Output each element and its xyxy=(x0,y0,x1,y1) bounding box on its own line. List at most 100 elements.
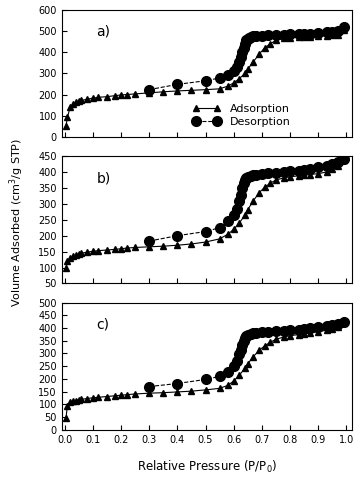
Adsorption xyxy=(90,248,95,254)
Desorption xyxy=(296,327,301,332)
Desorption xyxy=(330,161,335,167)
Adsorption xyxy=(203,87,208,93)
Desorption xyxy=(175,233,179,239)
Adsorption xyxy=(325,327,329,333)
Adsorption xyxy=(113,393,118,398)
Adsorption xyxy=(257,51,261,57)
Adsorption xyxy=(133,244,137,250)
Adsorption xyxy=(274,38,278,43)
Adsorption xyxy=(74,398,78,403)
Adsorption xyxy=(119,92,123,98)
Adsorption xyxy=(79,250,83,256)
Desorption xyxy=(246,332,250,338)
Desorption xyxy=(240,185,244,191)
Text: Volume Adsorbed (cm$^3$/g STP): Volume Adsorbed (cm$^3$/g STP) xyxy=(7,138,26,307)
Desorption xyxy=(203,78,208,84)
Adsorption xyxy=(125,245,129,251)
Adsorption xyxy=(288,333,292,339)
Desorption xyxy=(296,168,301,173)
Adsorption xyxy=(342,157,346,163)
Desorption xyxy=(175,381,179,386)
Adsorption xyxy=(147,390,151,396)
Desorption xyxy=(234,64,239,70)
Desorption xyxy=(282,169,287,175)
Adsorption xyxy=(226,83,230,89)
Adsorption xyxy=(232,227,236,232)
Desorption xyxy=(307,166,312,172)
Desorption xyxy=(325,163,329,169)
Adsorption xyxy=(217,236,222,242)
Adsorption xyxy=(237,372,241,378)
Desorption xyxy=(246,174,250,180)
Desorption xyxy=(240,49,244,55)
Desorption xyxy=(251,330,256,336)
Adsorption xyxy=(316,170,321,176)
Adsorption xyxy=(288,174,292,180)
Desorption xyxy=(342,24,346,29)
Adsorption xyxy=(64,265,68,271)
Desorption xyxy=(240,341,244,347)
Adsorption xyxy=(113,93,118,99)
Desorption xyxy=(237,352,241,357)
Adsorption xyxy=(262,343,267,349)
Adsorption xyxy=(342,320,346,326)
Adsorption xyxy=(65,114,70,120)
Adsorption xyxy=(68,104,72,110)
Desorption xyxy=(203,377,208,383)
Adsorption xyxy=(113,246,118,252)
Adsorption xyxy=(342,28,346,33)
Adsorption xyxy=(71,398,75,404)
Desorption xyxy=(254,330,258,336)
Adsorption xyxy=(288,35,292,41)
Adsorption xyxy=(262,185,267,190)
Adsorption xyxy=(243,365,247,371)
Text: a): a) xyxy=(97,25,111,39)
Desorption xyxy=(238,192,243,198)
Desorption xyxy=(237,59,241,65)
Adsorption xyxy=(282,175,287,181)
Adsorption xyxy=(74,99,78,105)
Desorption xyxy=(302,326,306,332)
Desorption xyxy=(336,28,340,34)
Desorption xyxy=(302,167,306,173)
Adsorption xyxy=(251,354,256,359)
Adsorption xyxy=(77,251,81,257)
Adsorption xyxy=(268,340,273,345)
Adsorption xyxy=(246,207,250,213)
Adsorption xyxy=(96,94,101,100)
Desorption xyxy=(217,75,222,81)
Desorption xyxy=(237,199,241,204)
Desorption xyxy=(254,33,258,39)
Adsorption xyxy=(119,392,123,398)
Text: b): b) xyxy=(97,171,111,185)
Desorption xyxy=(330,29,335,35)
Desorption xyxy=(238,55,243,60)
Desorption xyxy=(175,82,179,87)
Adsorption xyxy=(105,94,109,99)
Adsorption xyxy=(237,220,241,226)
Adsorption xyxy=(175,88,179,94)
Adsorption xyxy=(307,330,312,336)
Adsorption xyxy=(64,415,68,421)
Adsorption xyxy=(125,392,129,398)
Desorption xyxy=(274,328,278,334)
Adsorption xyxy=(268,41,273,46)
Desorption xyxy=(260,33,264,39)
Adsorption xyxy=(336,324,340,330)
Line: Desorption: Desorption xyxy=(144,317,348,391)
Legend: Adsorption, Desorption: Adsorption, Desorption xyxy=(189,100,294,130)
Adsorption xyxy=(125,92,129,98)
Adsorption xyxy=(71,101,75,107)
Adsorption xyxy=(71,254,75,259)
Desorption xyxy=(296,31,301,37)
Adsorption xyxy=(237,76,241,82)
Adsorption xyxy=(105,247,109,253)
Adsorption xyxy=(232,80,236,86)
Desorption xyxy=(234,206,239,212)
Desorption xyxy=(336,159,340,165)
Desorption xyxy=(241,180,246,186)
Desorption xyxy=(342,156,346,162)
Adsorption xyxy=(68,399,72,405)
Adsorption xyxy=(64,124,68,129)
Adsorption xyxy=(274,336,278,342)
